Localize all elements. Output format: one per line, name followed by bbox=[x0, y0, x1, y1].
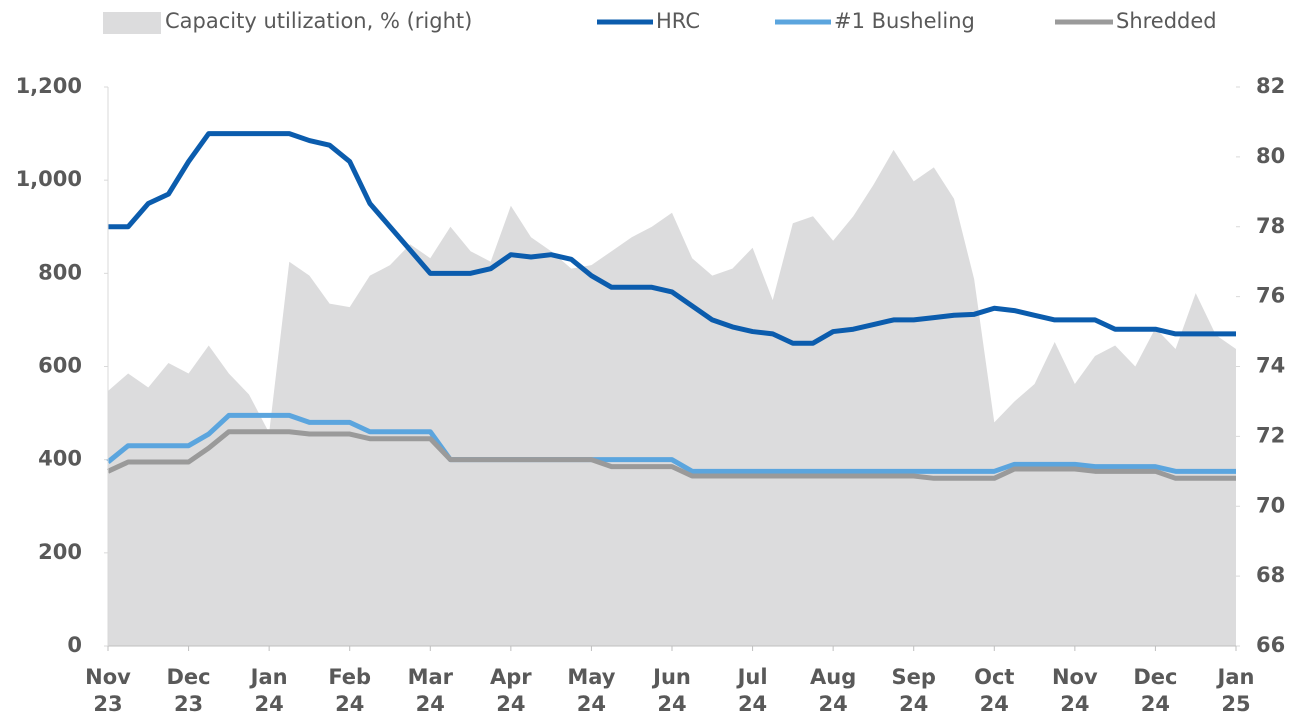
legend-item: Shredded bbox=[1055, 9, 1217, 33]
y2-tick-label: 78 bbox=[1256, 214, 1285, 238]
legend-item: HRC bbox=[597, 9, 700, 33]
legend-swatch bbox=[103, 12, 161, 34]
y2-tick-label: 76 bbox=[1256, 284, 1285, 308]
x-tick-label: Dec 23 bbox=[166, 665, 211, 716]
x-tick-label: Oct 24 bbox=[974, 665, 1015, 716]
y2-tick-label: 68 bbox=[1256, 563, 1285, 587]
x-tick-label: Jan 25 bbox=[1217, 665, 1255, 716]
x-tick-label: Jul 24 bbox=[737, 665, 768, 716]
legend-item: Capacity utilization, % (right) bbox=[103, 9, 472, 34]
y-tick-label: 600 bbox=[38, 354, 82, 378]
line bbox=[106, 429, 1236, 481]
y-tick-label: 0 bbox=[67, 633, 82, 657]
x-tick-label: Apr 24 bbox=[490, 665, 532, 716]
y2-tick-label: 74 bbox=[1256, 354, 1285, 378]
x-tick-label: Feb 24 bbox=[328, 665, 372, 716]
x-tick-label: May 24 bbox=[567, 665, 616, 716]
y-tick-label: 200 bbox=[38, 540, 82, 564]
x-tick-label: Nov 23 bbox=[85, 665, 131, 716]
y-tick-label: 1,200 bbox=[16, 74, 82, 98]
y2-tick-label: 82 bbox=[1256, 74, 1285, 98]
y-tick-label: 1,000 bbox=[16, 167, 82, 191]
area bbox=[108, 149, 1236, 646]
legend-label: Shredded bbox=[1116, 9, 1217, 33]
line bbox=[106, 412, 1236, 474]
x-tick-label: Nov 24 bbox=[1051, 665, 1098, 716]
y2-tick-label: 70 bbox=[1256, 493, 1285, 517]
x-tick-label: Aug 24 bbox=[810, 665, 857, 716]
legend-item: #1 Busheling bbox=[775, 9, 975, 33]
x-tick-label: Jan 24 bbox=[250, 665, 288, 716]
line bbox=[108, 131, 1236, 346]
x-tick-label: Sep 24 bbox=[891, 665, 936, 716]
y2-tick-label: 80 bbox=[1256, 144, 1285, 168]
y2-tick-label: 72 bbox=[1256, 423, 1285, 447]
y-tick-label: 800 bbox=[38, 260, 82, 284]
x-tick-label: Jun 24 bbox=[653, 665, 691, 716]
x-tick-label: Dec 24 bbox=[1133, 665, 1178, 716]
x-tick-label: Mar 24 bbox=[407, 665, 453, 716]
y2-tick-label: 66 bbox=[1256, 633, 1285, 657]
legend-label: Capacity utilization, % (right) bbox=[165, 9, 472, 33]
legend-label: #1 Busheling bbox=[834, 9, 975, 33]
legend-label: HRC bbox=[656, 9, 700, 33]
y-tick-label: 400 bbox=[38, 447, 82, 471]
